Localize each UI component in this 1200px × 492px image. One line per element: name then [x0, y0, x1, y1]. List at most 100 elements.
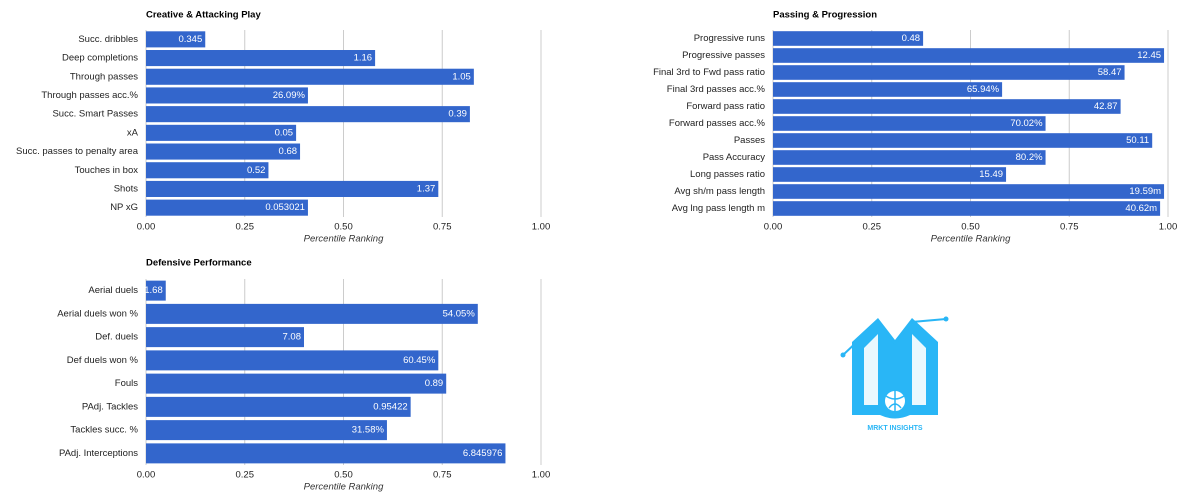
category-label: Succ. passes to penalty area	[16, 146, 139, 157]
x-tick-label: 0.75	[433, 470, 452, 481]
stat-label: 19.59m	[1129, 186, 1161, 197]
category-label: Tackles succ. %	[70, 425, 138, 436]
x-tick-label: 1.00	[532, 222, 551, 233]
bar	[773, 116, 1046, 131]
stat-label: 15.49	[979, 169, 1003, 180]
bar	[146, 50, 376, 67]
stat-label: 0.053021	[265, 202, 305, 213]
x-tick-label: 0.75	[1060, 222, 1079, 233]
x-tick-label: 1.00	[1159, 222, 1178, 233]
category-label: Pass Accuracy	[703, 152, 766, 163]
stat-label: 0.345	[178, 34, 202, 45]
bar	[146, 106, 470, 123]
stat-label: 0.05	[275, 127, 294, 138]
stat-label: 40.62m	[1125, 203, 1157, 214]
bar	[146, 87, 308, 104]
bar	[146, 303, 478, 324]
stat-label: 54.05%	[443, 308, 476, 319]
logo-text: MRKT INSIGHTS	[867, 425, 923, 432]
bar	[773, 48, 1165, 63]
stat-label: 80.2%	[1016, 152, 1043, 163]
bar	[773, 201, 1161, 216]
category-label: xA	[127, 127, 139, 138]
bar	[146, 124, 297, 141]
x-tick-label: 0.00	[137, 222, 156, 233]
bar	[146, 373, 447, 394]
category-label: Through passes	[70, 71, 138, 82]
category-label: PAdj. Tackles	[82, 401, 138, 412]
bar	[773, 167, 1007, 182]
category-label: Succ. dribbles	[78, 34, 138, 45]
x-tick-label: 0.25	[236, 222, 255, 233]
logo-pages	[864, 334, 926, 405]
x-tick-label: 0.50	[961, 222, 980, 233]
bar	[146, 443, 506, 464]
stat-label: 1.37	[417, 183, 436, 194]
stat-label: 12.45	[1137, 50, 1161, 61]
category-label: PAdj. Interceptions	[59, 448, 138, 459]
stat-label: 1.05	[452, 71, 471, 82]
category-label: Passes	[734, 135, 765, 146]
x-tick-label: 0.50	[334, 222, 353, 233]
bar	[146, 199, 308, 216]
bar	[146, 280, 166, 301]
logo: MRKT INSIGHTS	[840, 316, 949, 432]
category-label: Aerial duels	[88, 285, 138, 296]
category-label: Final 3rd passes acc.%	[667, 84, 766, 95]
category-label: Deep completions	[62, 53, 138, 64]
bar	[773, 184, 1165, 199]
x-axis-label: Percentile Ranking	[304, 482, 384, 492]
category-label: Succ. Smart Passes	[52, 109, 138, 120]
x-tick-label: 0.25	[236, 470, 255, 481]
category-label: Aerial duels won %	[57, 308, 138, 319]
category-label: NP xG	[110, 202, 138, 213]
stat-label: 31.58%	[352, 425, 385, 436]
bar	[146, 143, 301, 160]
category-label: Final 3rd to Fwd pass ratio	[653, 67, 765, 78]
bar	[146, 68, 474, 85]
stat-label: 6.845976	[463, 448, 503, 459]
bar	[773, 65, 1125, 80]
bar	[773, 150, 1046, 165]
x-tick-label: 1.00	[532, 470, 551, 481]
x-axis-label: Percentile Ranking	[931, 234, 1011, 245]
stat-label: 70.02%	[1010, 118, 1043, 129]
bar	[146, 396, 411, 417]
category-label: Fouls	[115, 378, 138, 389]
x-tick-label: 0.25	[863, 222, 882, 233]
stat-label: 60.45%	[403, 355, 436, 366]
bar	[773, 31, 924, 46]
bar	[146, 327, 304, 348]
bar	[773, 133, 1153, 148]
category-label: Shots	[114, 183, 139, 194]
bar	[773, 82, 1003, 97]
stat-label: 65.94%	[967, 84, 1000, 95]
category-label: Long passes ratio	[690, 169, 765, 180]
bar	[773, 99, 1121, 114]
category-label: Avg lng pass length m	[672, 203, 765, 214]
stat-label: 0.48	[902, 33, 921, 44]
stat-label: 0.52	[247, 165, 266, 176]
stat-label: 0.89	[425, 378, 444, 389]
stat-label: 1.68	[144, 285, 163, 296]
bar	[146, 180, 439, 197]
bar	[146, 31, 206, 48]
stat-label: 26.09%	[273, 90, 306, 101]
category-label: Progressive passes	[682, 50, 765, 61]
category-label: Touches in box	[75, 165, 139, 176]
bar	[146, 162, 269, 179]
stat-label: 42.87	[1094, 101, 1118, 112]
x-tick-label: 0.00	[764, 222, 783, 233]
category-label: Def. duels	[95, 332, 138, 343]
logo-dot	[943, 316, 949, 322]
logo-ball-lines	[885, 390, 905, 412]
logo-dot	[840, 352, 846, 358]
category-label: Def duels won %	[67, 355, 139, 366]
chart-title: Creative & Attacking Play	[146, 10, 261, 21]
category-label: Avg sh/m pass length	[674, 186, 765, 197]
stat-label: 1.16	[354, 53, 373, 64]
x-tick-label: 0.50	[334, 470, 353, 481]
x-tick-label: 0.75	[433, 222, 452, 233]
stat-label: 7.08	[283, 332, 302, 343]
